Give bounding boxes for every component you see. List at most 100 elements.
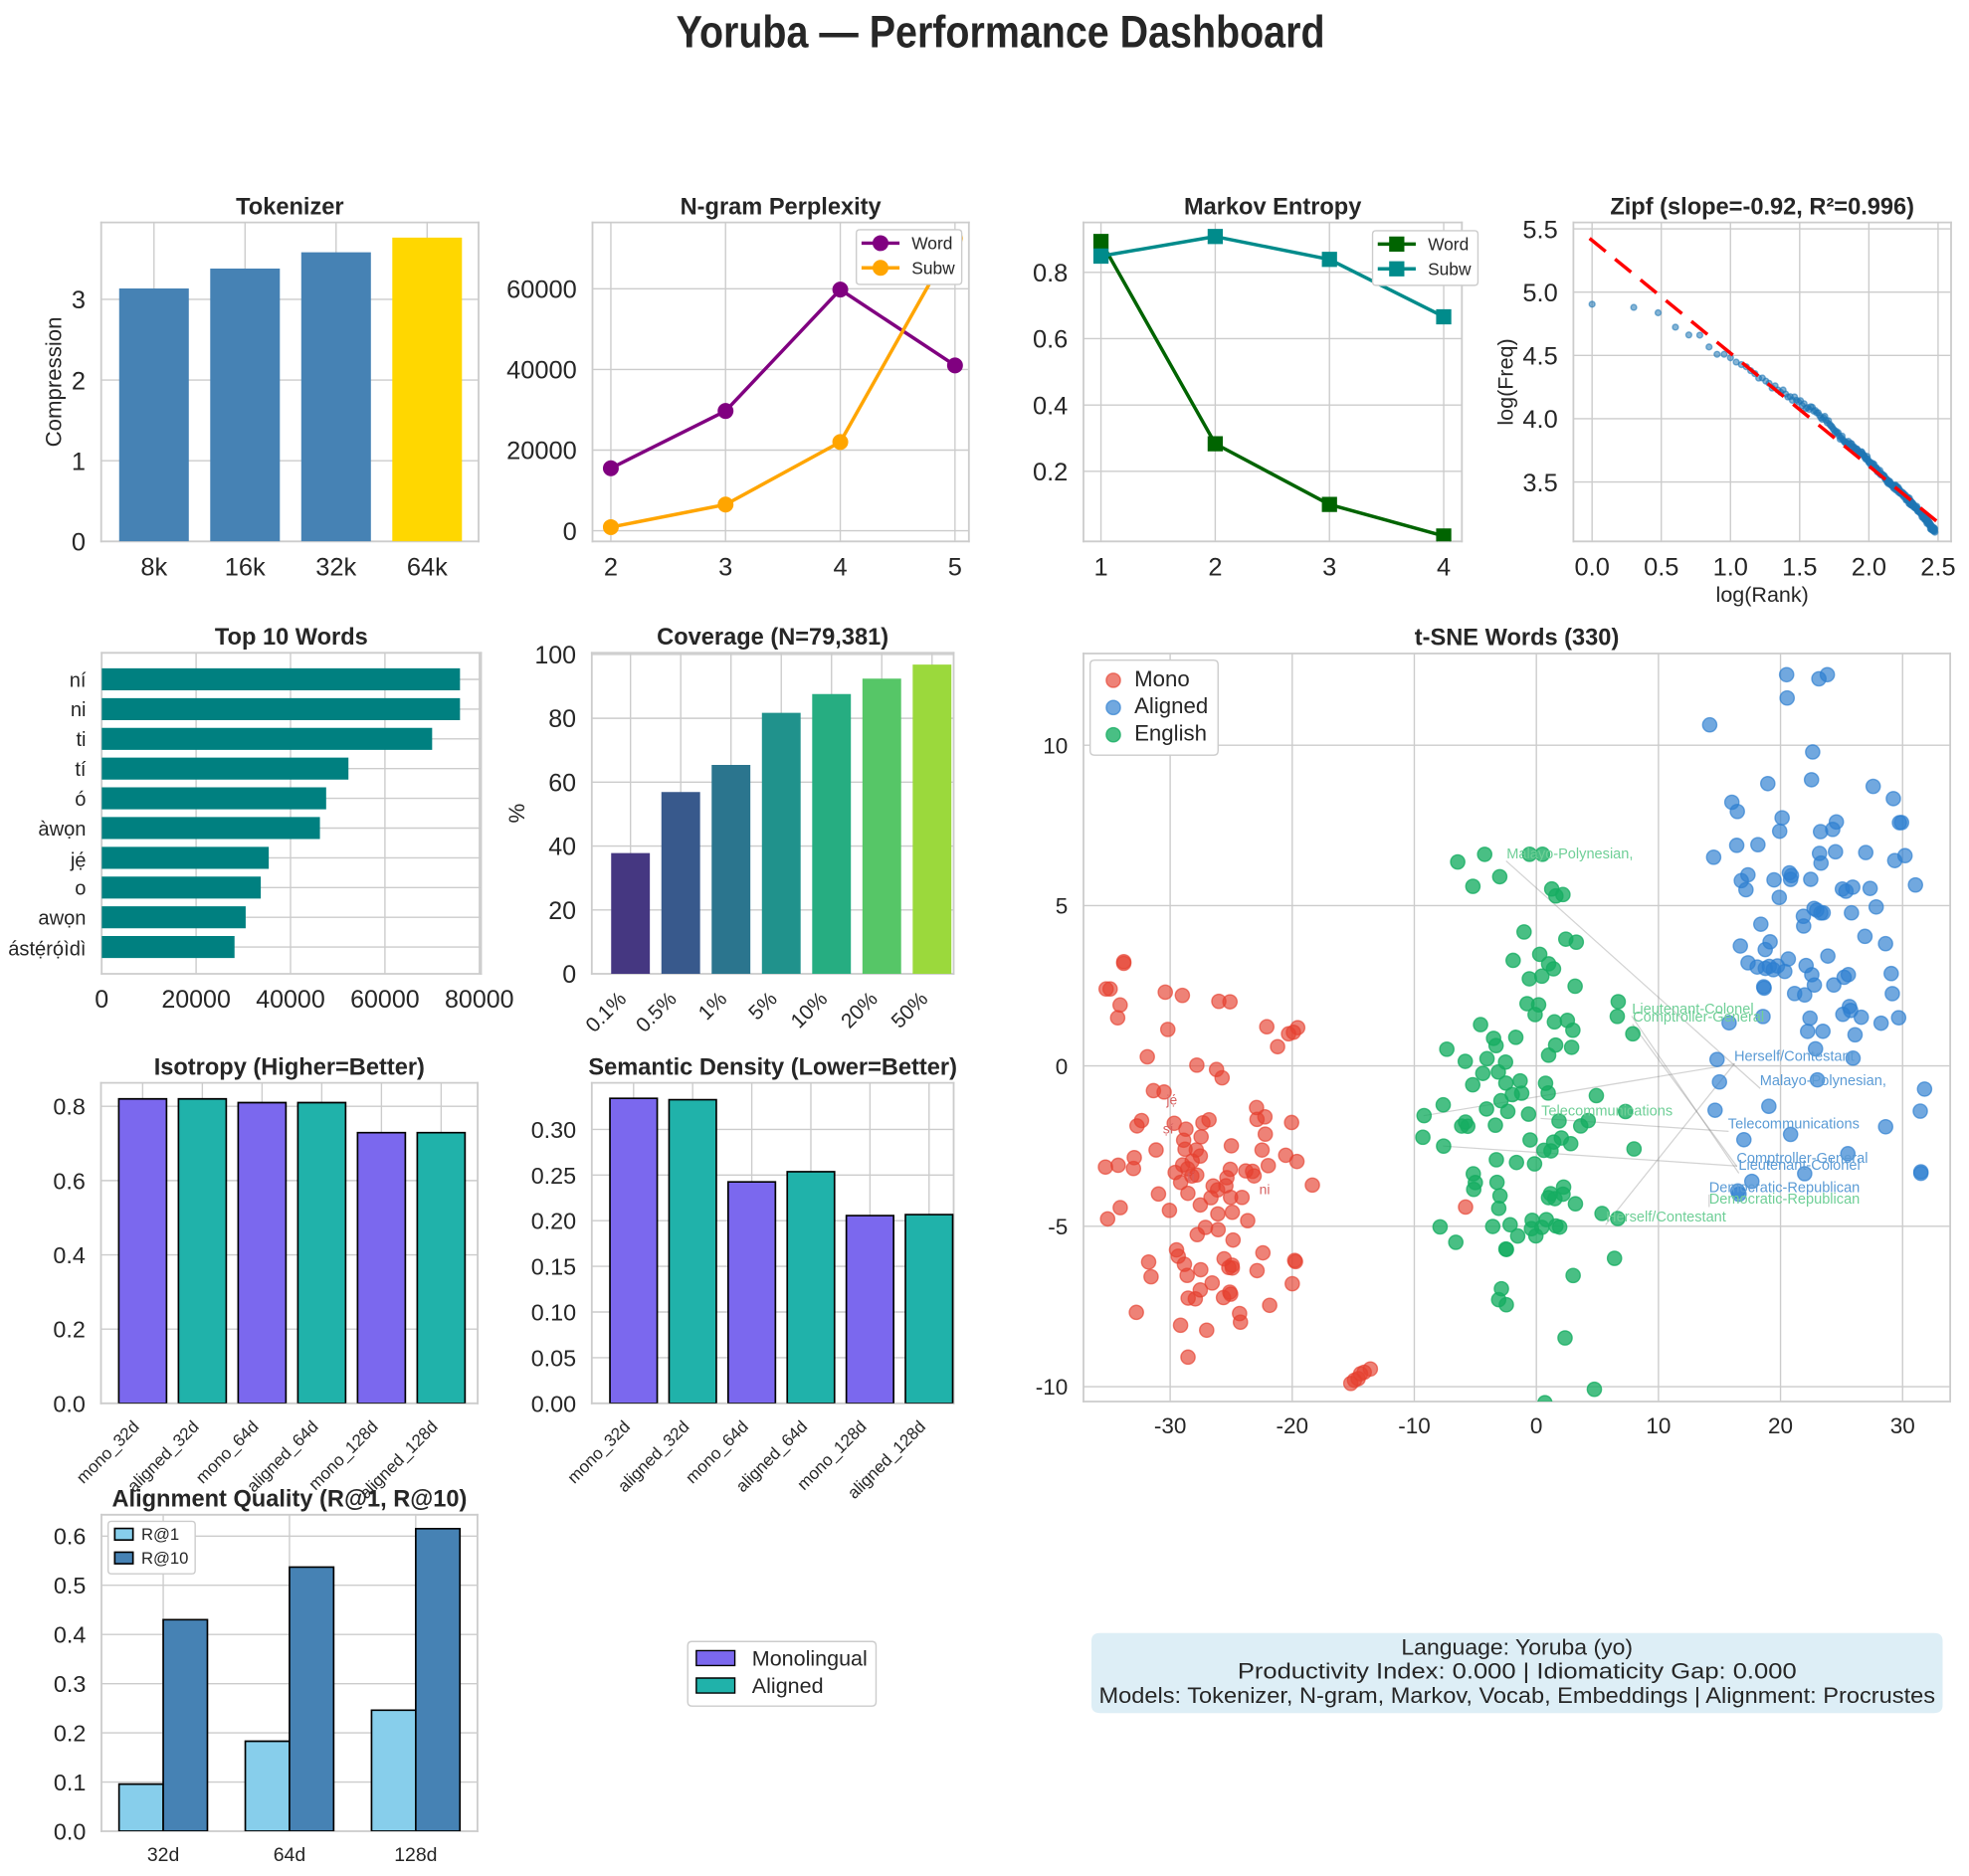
svg-text:40000: 40000 [256, 986, 325, 1014]
svg-text:10: 10 [1646, 1413, 1671, 1438]
svg-text:Lieutenant-Colonel: Lieutenant-Colonel [1738, 1158, 1860, 1174]
svg-text:20: 20 [548, 897, 576, 925]
svg-text:Models: Tokenizer, N-gram, Mar: Models: Tokenizer, N-gram, Markov, Vocab… [1099, 1683, 1936, 1708]
svg-text:o: o [75, 878, 86, 900]
svg-text:Comptroller-General: Comptroller-General [1736, 1151, 1868, 1167]
svg-text:Top 10 Words: Top 10 Words [215, 625, 368, 651]
svg-text:0.00: 0.00 [531, 1391, 576, 1416]
svg-text:Mono: Mono [1134, 666, 1190, 691]
svg-text:Democratic-Republican: Democratic-Republican [1709, 1181, 1861, 1197]
svg-text:0.5: 0.5 [54, 1573, 86, 1598]
svg-text:Comptroller-General: Comptroller-General [1633, 1010, 1764, 1026]
svg-text:ástẹ́rọ́ìdì: ástẹ́rọ́ìdì [8, 939, 86, 961]
svg-text:4.0: 4.0 [1522, 406, 1557, 434]
svg-text:Malayo-Polynesian,: Malayo-Polynesian, [1760, 1073, 1886, 1089]
svg-text:Compression: Compression [42, 316, 67, 447]
svg-text:1.5: 1.5 [1782, 553, 1817, 581]
svg-text:Word: Word [1428, 234, 1469, 254]
svg-text:Lieutenant-Colonel: Lieutenant-Colonel [1632, 1002, 1753, 1018]
svg-text:t-SNE Words (330): t-SNE Words (330) [1415, 626, 1620, 652]
svg-text:80000: 80000 [445, 986, 514, 1014]
svg-text:ní: ní [70, 669, 87, 691]
svg-text:-5: -5 [1048, 1215, 1068, 1239]
svg-text:4.5: 4.5 [1522, 343, 1557, 371]
svg-text:0.6: 0.6 [1033, 326, 1068, 354]
svg-text:log(Rank): log(Rank) [1716, 583, 1809, 607]
svg-text:Aligned: Aligned [1134, 693, 1208, 718]
svg-text:1: 1 [1093, 553, 1107, 581]
svg-text:N-gram Perplexity: N-gram Perplexity [681, 194, 882, 220]
svg-text:Language: Yoruba (yo): Language: Yoruba (yo) [1401, 1634, 1633, 1659]
svg-text:0.4: 0.4 [53, 1242, 85, 1268]
svg-text:0.20: 0.20 [531, 1209, 576, 1234]
svg-text:àwọn: àwọn [38, 819, 86, 841]
svg-text:3: 3 [718, 553, 732, 581]
svg-text:0.15: 0.15 [531, 1254, 576, 1280]
svg-text:Productivity Index: 0.000 |: Productivity Index: 0.000 | Idiomaticity… [1238, 1659, 1797, 1684]
svg-text:jẹ́: jẹ́ [1165, 1091, 1177, 1107]
svg-text:1: 1 [72, 448, 86, 475]
svg-text:English: English [1134, 721, 1207, 746]
svg-text:0: 0 [1056, 1054, 1069, 1079]
svg-text:3: 3 [1322, 553, 1336, 581]
svg-text:0.5: 0.5 [1644, 553, 1678, 581]
svg-text:ni: ni [71, 699, 87, 721]
svg-text:tí: tí [1187, 1169, 1195, 1185]
svg-text:30: 30 [1890, 1413, 1915, 1438]
svg-text:100: 100 [534, 642, 576, 669]
svg-text:80: 80 [548, 705, 576, 733]
svg-text:0: 0 [72, 529, 86, 557]
svg-text:Herself/Contestant: Herself/Contestant [1606, 1210, 1726, 1225]
svg-text:Alignment Quality (R@1, R@10): Alignment Quality (R@1, R@10) [111, 1486, 467, 1512]
svg-text:-30: -30 [1154, 1413, 1187, 1438]
svg-text:32k: 32k [315, 553, 356, 581]
svg-text:ṣí: ṣí [1163, 1120, 1174, 1136]
svg-text:0.1: 0.1 [54, 1770, 86, 1795]
svg-text:4: 4 [833, 553, 847, 581]
svg-text:Tokenizer: Tokenizer [236, 194, 343, 220]
svg-text:awọn: awọn [38, 907, 86, 929]
svg-text:0.8: 0.8 [53, 1094, 85, 1120]
svg-text:5.0: 5.0 [1522, 280, 1557, 307]
svg-text:0: 0 [562, 961, 576, 989]
svg-text:Yoruba — Performance Dashboard: Yoruba — Performance Dashboard [677, 6, 1325, 57]
svg-text:0.0: 0.0 [54, 1818, 86, 1844]
svg-text:0.4: 0.4 [1033, 392, 1068, 420]
svg-text:0.30: 0.30 [531, 1117, 576, 1143]
svg-text:20000: 20000 [161, 986, 231, 1014]
svg-text:4: 4 [1437, 553, 1451, 581]
svg-text:60000: 60000 [350, 986, 420, 1014]
svg-text:Telecommunications: Telecommunications [1541, 1103, 1673, 1119]
svg-text:Coverage (N=79,381): Coverage (N=79,381) [657, 625, 888, 651]
svg-text:3: 3 [72, 286, 86, 314]
svg-text:0: 0 [563, 518, 577, 546]
svg-text:-10: -10 [1398, 1413, 1431, 1438]
svg-text:0.0: 0.0 [1575, 553, 1610, 581]
svg-text:Subw: Subw [911, 258, 955, 278]
svg-text:10: 10 [1043, 733, 1068, 758]
svg-text:0.6: 0.6 [53, 1168, 85, 1194]
svg-text:16k: 16k [225, 553, 266, 581]
svg-text:0.05: 0.05 [531, 1345, 576, 1371]
svg-text:0: 0 [95, 986, 108, 1014]
svg-text:Democratic-Republican: Democratic-Republican [1709, 1192, 1861, 1208]
svg-text:Isotropy (Higher=Better): Isotropy (Higher=Better) [154, 1054, 425, 1080]
svg-text:0.10: 0.10 [531, 1299, 576, 1325]
svg-text:0.2: 0.2 [54, 1721, 86, 1747]
svg-text:R@1: R@1 [141, 1525, 179, 1544]
svg-text:0.8: 0.8 [1033, 260, 1068, 287]
svg-text:5: 5 [948, 553, 962, 581]
svg-text:Markov Entropy: Markov Entropy [1184, 194, 1361, 220]
svg-text:Semantic Density (Lower=Better: Semantic Density (Lower=Better) [588, 1054, 957, 1080]
svg-text:R@10: R@10 [141, 1549, 188, 1568]
svg-text:0.25: 0.25 [531, 1163, 576, 1189]
svg-text:2: 2 [604, 553, 618, 581]
svg-text:%: % [504, 804, 529, 824]
svg-text:2.0: 2.0 [1852, 553, 1886, 581]
svg-text:jẹ́: jẹ́ [70, 849, 87, 871]
svg-text:-10: -10 [1036, 1375, 1069, 1400]
svg-text:Herself/Contestant: Herself/Contestant [1734, 1049, 1855, 1065]
svg-text:log(Freq): log(Freq) [1493, 338, 1517, 425]
svg-text:3.5: 3.5 [1522, 469, 1557, 497]
svg-text:5: 5 [1056, 894, 1069, 919]
